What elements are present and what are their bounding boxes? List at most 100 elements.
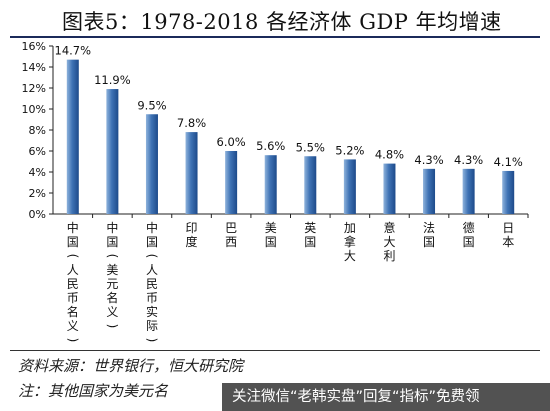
bar: [304, 156, 317, 214]
value-label: 14.7%: [55, 44, 92, 58]
category-label-char: 日: [502, 221, 514, 235]
category-label: 加拿大: [344, 221, 356, 263]
category-label-char: 民: [146, 277, 158, 291]
category-label-char: 中: [106, 220, 118, 235]
category-label-char: 大: [383, 235, 395, 249]
category-label-char: 名: [106, 290, 118, 305]
category-label-char: 巴: [225, 221, 237, 235]
value-label: 5.5%: [296, 140, 325, 154]
category-label-char: 实: [146, 304, 158, 319]
bar: [145, 114, 158, 214]
watermark-banner: 关注微信“老韩实盘”回复“指标”免费领: [222, 383, 550, 411]
y-tick-label: 0%: [29, 208, 46, 221]
category-label: 日本: [502, 221, 514, 249]
category-label-char: 国: [146, 235, 158, 249]
category-label-char: 币: [67, 291, 79, 305]
value-label: 4.3%: [414, 153, 443, 167]
category-label-char: 中: [146, 220, 158, 235]
footnote: 注：其他国家为美元名: [18, 382, 169, 400]
chart-bars: [66, 59, 515, 215]
bar: [462, 168, 475, 214]
category-label: 美国: [265, 221, 277, 249]
category-label-char: 国: [265, 235, 277, 249]
category-label-char: 意: [383, 220, 395, 235]
category-label-char: 本: [502, 235, 514, 249]
category-label: 巴西: [225, 221, 237, 249]
y-tick-label: 2%: [29, 187, 46, 200]
value-label: 9.5%: [137, 98, 166, 112]
category-label-char: 人: [67, 263, 79, 277]
category-label-char: 国: [67, 235, 79, 249]
category-label-char: 美: [265, 221, 277, 235]
bar: [106, 89, 119, 214]
category-label: 意大利: [383, 220, 395, 263]
category-label-char: ): [105, 324, 119, 329]
value-label: 5.6%: [256, 139, 285, 153]
footer-divider: [10, 350, 540, 351]
category-label-char: 中: [67, 220, 79, 235]
category-label-char: 币: [146, 291, 158, 305]
category-label-char: 英: [304, 221, 316, 235]
category-label-char: 国: [423, 235, 435, 249]
value-label: 7.8%: [177, 116, 206, 130]
category-label-char: 印: [186, 221, 198, 235]
category-label-char: 大: [344, 249, 356, 263]
category-label-char: 元: [106, 277, 118, 291]
bar: [185, 132, 198, 214]
y-tick-label: 4%: [29, 166, 46, 179]
bar-chart: 0%2%4%6%8%10%12%14%16% 14.7%中国(人民币名义)11.…: [22, 40, 529, 343]
category-label: 印度: [186, 221, 198, 249]
title-bar: 图表5：1978-2018 各经济体 GDP 年均增速: [0, 0, 550, 38]
category-label-char: ): [145, 338, 159, 343]
bar: [264, 155, 277, 214]
category-label-char: 国: [463, 235, 475, 249]
chart-axes: 0% 2% 4% 6% 8% 10% 12% 14% 16%: [22, 40, 529, 221]
chart-labels: 14.7%中国(人民币名义)11.9%中国(美元名义)9.5%中国(人民币实际)…: [55, 44, 523, 343]
value-label: 4.1%: [494, 155, 523, 169]
category-label-char: 义: [106, 305, 118, 319]
y-tick-label: 14%: [22, 61, 46, 74]
y-tick-label: 6%: [29, 145, 46, 158]
category-label-char: 拿: [344, 234, 356, 249]
category-label: 德国: [463, 220, 475, 249]
bar: [343, 159, 356, 214]
bar: [66, 59, 79, 215]
category-label-char: 德: [463, 220, 475, 235]
category-label-char: (: [66, 254, 80, 259]
chart-title: 图表5：1978-2018 各经济体 GDP 年均增速: [62, 10, 502, 34]
category-label-char: 人: [146, 263, 158, 277]
y-tick-label: 12%: [22, 82, 46, 95]
bar: [423, 168, 436, 214]
category-label-char: 名: [67, 304, 79, 319]
bar: [225, 151, 238, 214]
category-label-char: 美: [106, 263, 118, 277]
category-label-char: 义: [67, 319, 79, 333]
category-label-char: (: [105, 254, 119, 259]
category-label-char: 利: [383, 249, 395, 263]
value-label: 5.2%: [335, 143, 364, 157]
source-note: 资料来源：世界银行，恒大研究院: [18, 357, 244, 375]
value-label: 11.9%: [94, 73, 131, 87]
value-label: 6.0%: [217, 135, 246, 149]
title-divider: [10, 36, 540, 38]
category-label-char: (: [145, 254, 159, 259]
value-label: 4.3%: [454, 153, 483, 167]
category-label-char: 国: [304, 235, 316, 249]
category-label-char: 度: [186, 234, 198, 249]
y-tick-label: 16%: [22, 40, 46, 53]
category-label-char: 法: [423, 221, 435, 235]
category-label-char: 际: [146, 319, 158, 333]
y-tick-label: 8%: [29, 124, 46, 137]
category-label-char: 民: [67, 277, 79, 291]
category-label: 英国: [304, 221, 316, 249]
bar: [383, 163, 396, 214]
category-label-char: 加: [344, 221, 356, 235]
category-label: 法国: [423, 221, 435, 249]
category-label-char: ): [66, 338, 80, 343]
y-tick-label: 10%: [22, 103, 46, 116]
category-label-char: 西: [225, 235, 237, 249]
value-label: 4.8%: [375, 148, 404, 162]
